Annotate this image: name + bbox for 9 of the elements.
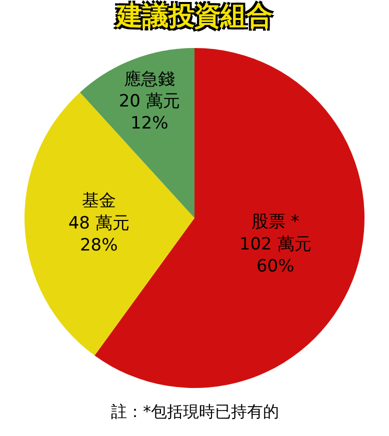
data-label: 102 萬元 60% (239, 234, 312, 276)
pie-slice (24, 92, 194, 356)
data-label: 48 萬元 28% (68, 213, 130, 256)
slice-label: 股票 * (251, 212, 300, 232)
chart-title: 建議投資組合 (114, 2, 272, 32)
text: 註：*包括現時已持有的 (111, 402, 279, 421)
slice-label: 應急錢 (124, 69, 175, 90)
slice-label: 基金 (82, 191, 116, 212)
data-label: 20 萬元 12% (118, 92, 180, 134)
